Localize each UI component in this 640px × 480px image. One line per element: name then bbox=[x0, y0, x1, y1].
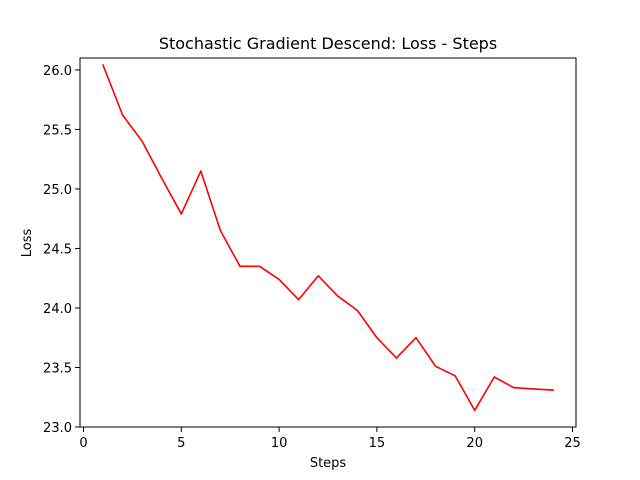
chart-title: Stochastic Gradient Descend: Loss - Step… bbox=[159, 34, 497, 53]
data-point bbox=[395, 357, 398, 359]
data-point bbox=[141, 140, 143, 143]
data-point bbox=[102, 64, 104, 66]
data-point bbox=[258, 265, 261, 268]
y-axis-ticks: 23.0 23.5 24.0 24.5 25.0 25.5 26.0 bbox=[43, 64, 80, 436]
y-tick-label: 25.5 bbox=[43, 123, 72, 138]
data-point bbox=[180, 213, 183, 215]
x-tick-label: 20 bbox=[466, 436, 483, 451]
x-tick-label: 5 bbox=[177, 436, 185, 451]
data-point bbox=[219, 229, 222, 232]
data-point bbox=[200, 170, 202, 172]
data-point bbox=[513, 386, 515, 389]
data-point bbox=[356, 309, 359, 312]
data-point bbox=[473, 409, 476, 412]
data-point bbox=[552, 389, 554, 391]
y-tick-label: 23.0 bbox=[43, 421, 72, 436]
data-point bbox=[297, 298, 300, 301]
x-tick-label: 0 bbox=[79, 436, 87, 451]
x-axis-ticks: 0 5 10 15 20 25 bbox=[79, 427, 581, 451]
y-tick-label: 25.0 bbox=[43, 183, 72, 198]
y-tick-label: 24.0 bbox=[43, 302, 72, 317]
data-point bbox=[278, 278, 280, 281]
axes-frame bbox=[79, 57, 577, 428]
y-axis-label: Loss bbox=[20, 229, 35, 258]
data-point bbox=[434, 365, 437, 368]
series-layer bbox=[102, 64, 554, 412]
data-point bbox=[121, 114, 124, 116]
data-point bbox=[317, 275, 320, 277]
data-point bbox=[493, 376, 496, 378]
plot-area: 0 5 10 15 20 25 23.0 23.5 24.0 24.5 25.0 25.5 26.0 bbox=[43, 57, 581, 451]
x-tick-label: 10 bbox=[271, 436, 288, 451]
data-point bbox=[376, 336, 378, 339]
x-axis-label: Steps bbox=[310, 456, 347, 471]
data-point bbox=[160, 177, 163, 180]
data-point bbox=[239, 265, 241, 268]
x-tick-label: 15 bbox=[369, 436, 386, 451]
data-point bbox=[454, 375, 456, 377]
y-tick-label: 24.5 bbox=[43, 242, 72, 257]
x-tick-label: 25 bbox=[564, 436, 581, 451]
y-tick-label: 26.0 bbox=[43, 64, 72, 79]
data-point bbox=[336, 295, 339, 297]
data-point bbox=[415, 336, 417, 339]
y-tick-label: 23.5 bbox=[43, 361, 72, 376]
